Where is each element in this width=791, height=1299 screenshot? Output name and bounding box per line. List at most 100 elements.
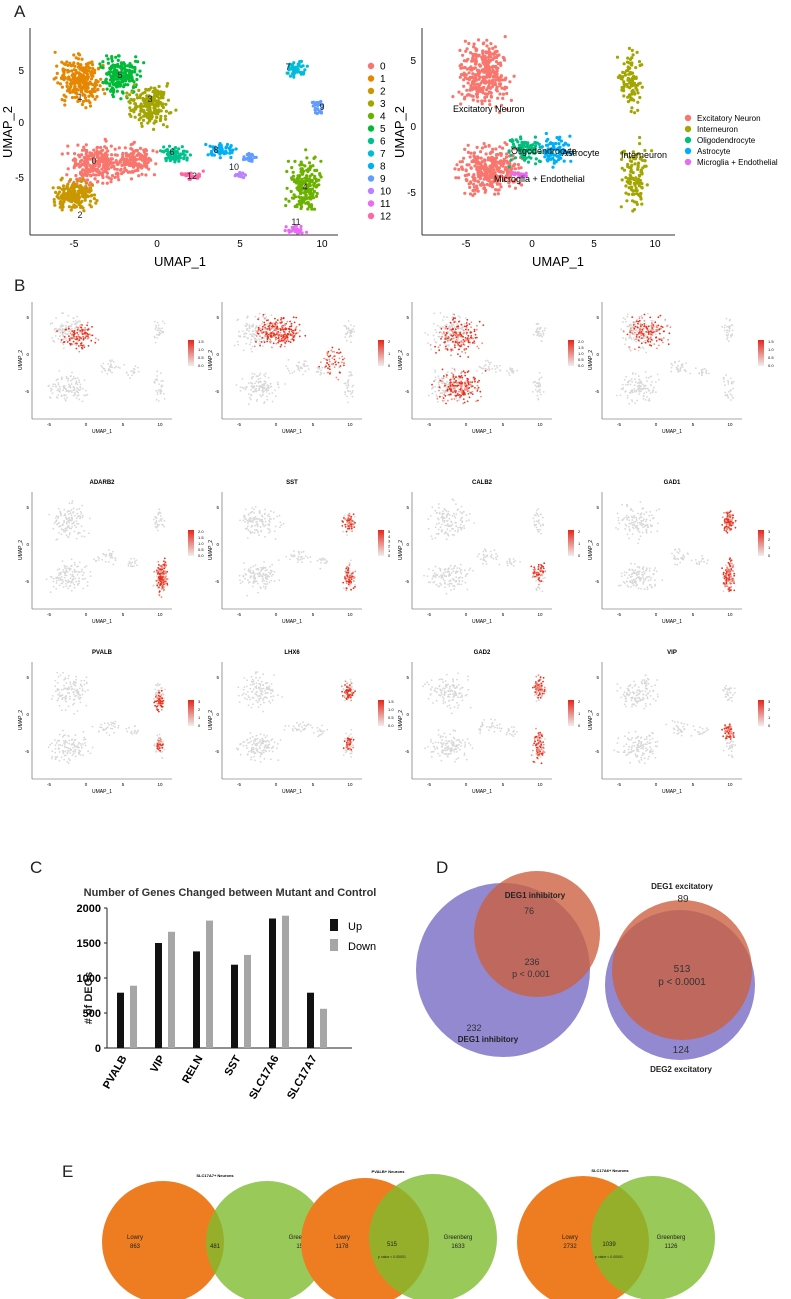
cell-point xyxy=(161,320,164,323)
cell-point xyxy=(535,385,538,388)
cell-point xyxy=(239,386,242,389)
cell-point xyxy=(315,191,319,196)
cell-point xyxy=(444,391,447,394)
cell-point xyxy=(277,383,280,385)
expr-point xyxy=(458,348,460,351)
onplot-label-microglia: Microglia + Endothelial xyxy=(494,174,585,184)
cell-point xyxy=(533,144,538,148)
cell-point xyxy=(512,74,516,78)
cell-point xyxy=(106,159,110,163)
cell-point xyxy=(531,151,536,155)
expr-point xyxy=(462,402,465,405)
cell-point xyxy=(58,328,61,330)
cell-point xyxy=(83,379,86,381)
cell-point xyxy=(197,172,201,176)
cell-point xyxy=(522,148,526,152)
cell-point xyxy=(56,397,59,399)
cell-point xyxy=(639,347,642,349)
cell-point xyxy=(640,182,644,186)
cell-point xyxy=(513,167,518,171)
expr-point xyxy=(90,334,93,337)
cell-point xyxy=(494,78,498,82)
cell-point xyxy=(132,149,136,153)
expr-point xyxy=(453,313,456,316)
cell-point xyxy=(630,199,635,203)
expr-point xyxy=(465,384,468,387)
cell-point xyxy=(123,83,128,87)
cell-point xyxy=(634,402,637,404)
cell-point xyxy=(66,68,70,72)
cell-point xyxy=(634,83,638,88)
cell-point xyxy=(257,378,260,381)
cell-point xyxy=(58,205,62,209)
cell-point xyxy=(438,384,440,386)
cell-point xyxy=(434,376,437,379)
expr-point xyxy=(277,334,279,336)
color-scale-label: 0.0 xyxy=(198,363,204,368)
cell-point xyxy=(140,108,144,112)
cell-point xyxy=(508,374,511,376)
expr-point xyxy=(286,320,289,323)
cell-point xyxy=(641,346,644,348)
expr-point xyxy=(257,318,259,321)
cell-point xyxy=(204,142,208,147)
expr-point xyxy=(462,339,465,341)
cell-point xyxy=(486,61,490,65)
expr-point xyxy=(452,337,455,340)
cell-point xyxy=(111,82,115,86)
cell-point xyxy=(158,92,162,96)
cell-point xyxy=(455,163,459,167)
cluster-number: 12 xyxy=(187,171,197,181)
cluster-number: 7 xyxy=(285,62,290,72)
cell-point xyxy=(228,145,232,149)
cell-point xyxy=(624,176,628,180)
cell-point xyxy=(163,398,166,400)
cell-point xyxy=(144,173,148,177)
cell-point xyxy=(111,359,113,362)
cell-point xyxy=(462,156,466,160)
expr-point xyxy=(449,339,452,341)
cell-point xyxy=(78,324,81,327)
expr-point xyxy=(72,336,75,339)
cell-point xyxy=(64,332,67,335)
cell-point xyxy=(635,340,637,343)
cell-point xyxy=(65,84,69,89)
cell-point xyxy=(165,148,169,152)
cell-point xyxy=(93,177,97,181)
cell-point xyxy=(519,137,523,141)
cell-point xyxy=(348,335,351,338)
cell-point xyxy=(432,334,435,337)
cell-point xyxy=(509,153,513,157)
expr-point xyxy=(449,321,452,324)
cell-point xyxy=(66,396,68,399)
expr-point xyxy=(438,389,440,392)
cell-point xyxy=(347,401,349,404)
cell-point xyxy=(637,181,641,186)
cell-point xyxy=(132,371,135,374)
cell-point xyxy=(464,76,468,80)
cell-point xyxy=(480,367,483,369)
cell-point xyxy=(254,329,257,332)
expr-point xyxy=(467,334,470,337)
cell-point xyxy=(70,379,72,382)
cell-point xyxy=(463,173,467,178)
cell-point xyxy=(247,158,251,162)
expr-point xyxy=(463,340,466,342)
expr-point xyxy=(270,332,273,334)
expr-point xyxy=(454,346,456,349)
cell-point xyxy=(238,170,242,175)
cell-point xyxy=(67,379,69,382)
cell-point xyxy=(83,394,86,397)
cell-point xyxy=(65,339,68,341)
expr-point xyxy=(338,357,341,360)
cell-point xyxy=(128,62,132,66)
cell-point xyxy=(491,171,495,175)
cell-point xyxy=(258,312,261,315)
cell-point xyxy=(134,55,138,59)
cell-point xyxy=(133,102,137,106)
cell-point xyxy=(473,159,477,163)
cell-point xyxy=(254,388,257,391)
expr-point xyxy=(269,335,272,338)
cell-point xyxy=(443,315,445,318)
cell-point xyxy=(625,199,629,203)
